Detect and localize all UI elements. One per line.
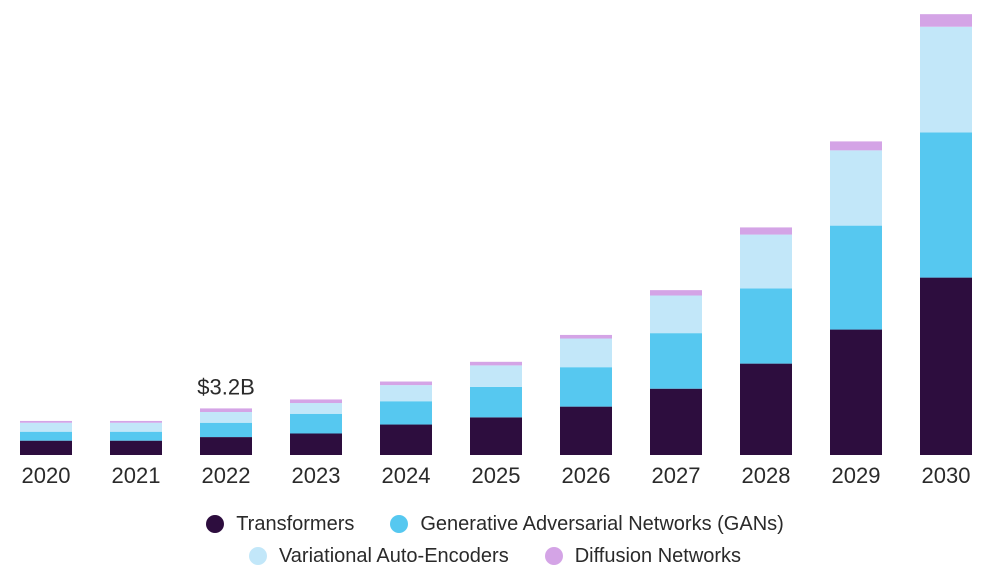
stacked-bar-chart: 2020 2021 2022 2023 2024 2025 2026 2027 2028 2029… [20, 14, 972, 488]
bar-segment-2030-3 [920, 14, 972, 27]
bar-segment-2022-1 [200, 422, 252, 438]
bar-segment-2026-2 [560, 338, 612, 368]
bar-segment-2030-0 [920, 277, 972, 455]
bar-segment-2025-0 [470, 417, 522, 455]
bar-segment-2025-3 [470, 361, 522, 366]
legend-swatch-transformers [206, 515, 225, 533]
bar-segment-2024-2 [380, 385, 432, 402]
bar-segment-2020-0 [20, 440, 72, 455]
bar-segment-2024-0 [380, 424, 432, 455]
bar-segment-2029-3 [830, 141, 882, 151]
bar-segment-2021-3 [110, 420, 162, 423]
x-tick-label-2022: 2022 [202, 463, 251, 488]
bar-segment-2022-2 [200, 411, 252, 423]
bar-segment-2029-1 [830, 225, 882, 330]
x-tick-label-2027: 2027 [652, 463, 701, 488]
bar-segment-2025-2 [470, 365, 522, 387]
bar-segment-2028-2 [740, 234, 792, 289]
legend: Transformers Generative Adversarial Netw… [0, 508, 990, 572]
bar-segment-2030-2 [920, 26, 972, 133]
annotation-label-0: $3.2B [197, 374, 255, 399]
legend-item-vae: Variational Auto-Encoders [248, 544, 509, 568]
bar-segment-2021-2 [110, 422, 162, 432]
bar-segment-2020-3 [20, 420, 72, 423]
x-tick-label-2023: 2023 [292, 463, 341, 488]
bar-segment-2027-1 [650, 333, 702, 389]
bar-segment-2022-0 [200, 437, 252, 455]
bar-segment-2026-0 [560, 406, 612, 455]
legend-row-1: Transformers Generative Adversarial Netw… [0, 508, 990, 540]
legend-row-2: Variational Auto-Encoders Diffusion Netw… [0, 540, 990, 572]
bar-segment-2027-2 [650, 295, 702, 334]
bar-segment-2029-2 [830, 150, 882, 226]
bar-segment-2025-1 [470, 386, 522, 418]
bar-segment-2029-0 [830, 329, 882, 455]
bar-segment-2028-3 [740, 227, 792, 235]
x-tick-label-2025: 2025 [472, 463, 521, 488]
bar-segment-2021-1 [110, 431, 162, 441]
x-tick-label-2026: 2026 [562, 463, 611, 488]
bar-segment-2027-0 [650, 388, 702, 455]
bar-segment-2026-3 [560, 334, 612, 339]
bar-segment-2020-1 [20, 431, 72, 441]
legend-item-gans: Generative Adversarial Networks (GANs) [390, 512, 784, 536]
x-tick-label-2028: 2028 [742, 463, 791, 488]
x-axis-ticks: 2020 2021 2022 2023 2024 2025 2026 2027 2028 2029… [22, 463, 971, 488]
bar-segment-2030-1 [920, 132, 972, 278]
legend-item-diffusion: Diffusion Networks [544, 544, 742, 568]
bar-segment-2022-3 [200, 408, 252, 412]
bars-group [20, 14, 972, 455]
bar-segment-2026-1 [560, 367, 612, 407]
bar-segment-2027-3 [650, 290, 702, 296]
bar-segment-2028-0 [740, 363, 792, 455]
bar-segment-2020-2 [20, 422, 72, 432]
bar-segment-2023-2 [290, 403, 342, 414]
legend-label-gans: Generative Adversarial Networks (GANs) [420, 512, 784, 535]
bar-segment-2024-1 [380, 401, 432, 425]
bar-segment-2023-3 [290, 399, 342, 404]
legend-label-diffusion: Diffusion Networks [574, 544, 742, 567]
bar-segment-2023-1 [290, 413, 342, 434]
legend-swatch-diffusion [544, 547, 563, 565]
x-tick-label-2029: 2029 [832, 463, 881, 488]
bar-segment-2024-3 [380, 381, 432, 386]
bar-segment-2021-0 [110, 440, 162, 455]
legend-swatch-vae [248, 547, 267, 565]
bar-segment-2028-1 [740, 288, 792, 364]
legend-item-transformers: Transformers [206, 513, 354, 536]
x-tick-label-2020: 2020 [22, 463, 71, 488]
legend-label-vae: Variational Auto-Encoders [278, 544, 509, 567]
annotations: $3.2B [197, 374, 255, 399]
x-tick-label-2021: 2021 [112, 463, 161, 488]
x-tick-label-2024: 2024 [382, 463, 431, 488]
legend-label-transformers: Transformers [236, 512, 355, 535]
x-tick-label-2030: 2030 [922, 463, 971, 488]
bar-segment-2023-0 [290, 433, 342, 455]
legend-swatch-gans [390, 515, 409, 533]
